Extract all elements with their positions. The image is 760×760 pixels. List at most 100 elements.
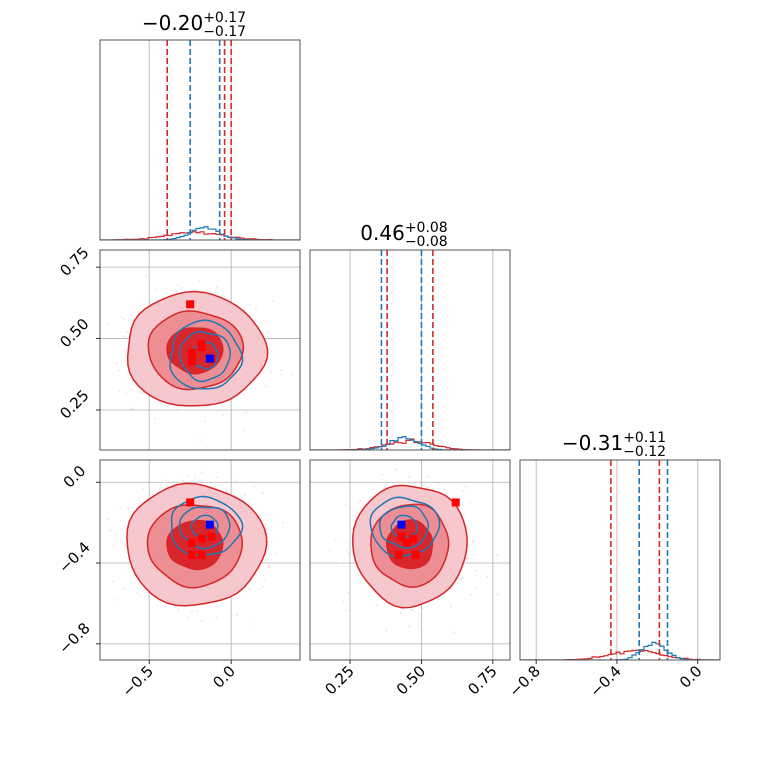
sample-point (180, 286, 183, 289)
sample-point (119, 507, 122, 510)
sample-point (154, 418, 156, 420)
sample-point (465, 485, 467, 488)
sample-point (343, 565, 345, 567)
sample-point (272, 300, 274, 302)
sample-point (347, 553, 350, 555)
sample-point (307, 559, 309, 561)
red-marker (186, 300, 195, 309)
title-value: 0.46 (360, 221, 405, 245)
sample-point (472, 541, 475, 543)
sample-point (346, 549, 349, 552)
blue-marker (205, 354, 214, 363)
blue-contour (178, 330, 231, 383)
sample-point (194, 477, 196, 479)
sample-point (102, 337, 104, 340)
sample-point (261, 491, 264, 494)
y-tick-label: 0.25 (56, 386, 92, 422)
sample-point (236, 614, 238, 616)
sample-point (186, 616, 188, 619)
panel-0-0: −0.20+0.17−0.17 (99, 10, 301, 241)
sample-point (234, 479, 237, 482)
red-marker (187, 538, 196, 547)
red-marker (207, 532, 216, 541)
sample-point (118, 390, 121, 392)
sample-point (450, 605, 452, 608)
sample-point (467, 533, 470, 535)
sample-point (462, 490, 465, 492)
sample-point (375, 604, 378, 606)
sample-point (253, 485, 256, 487)
sample-point (359, 499, 362, 502)
sample-point (410, 608, 413, 611)
red-marker (186, 498, 195, 507)
red-marker (197, 534, 206, 543)
sample-point (176, 284, 179, 286)
y-tick-label: 0.50 (56, 315, 92, 351)
sample-point (496, 593, 499, 596)
sample-point (437, 598, 440, 600)
sample-point (245, 411, 248, 414)
panel-plot-area (310, 250, 510, 450)
sample-point (268, 565, 270, 567)
sample-point (435, 481, 438, 484)
red-marker (187, 357, 196, 366)
red-marker (394, 550, 403, 559)
sample-point (188, 475, 190, 478)
sample-point (416, 623, 419, 625)
sample-point (400, 612, 402, 614)
sample-point (266, 331, 269, 334)
sample-point (422, 607, 424, 610)
blue-marker (397, 520, 406, 529)
sample-point (345, 609, 348, 611)
panel-2-2: −0.31+0.11−0.12 −0.8 −0.4 0.0 (505, 430, 721, 701)
sample-point (177, 608, 180, 611)
blue-contour (169, 319, 244, 390)
panel-title: 0.46+0.08 (360, 220, 447, 245)
sample-point (182, 479, 185, 482)
sample-point (301, 504, 303, 506)
title-minus: −0.17 (203, 24, 246, 40)
sample-point (200, 620, 203, 622)
panel-2-0: −0.5 0.0 −0.8 −0.4 0.0 (55, 447, 309, 701)
sample-point (222, 414, 224, 416)
sample-point (112, 544, 115, 546)
sample-point (290, 373, 293, 375)
blue-contour (369, 496, 441, 558)
sample-point (120, 316, 123, 319)
x-tick-label: 0.0 (209, 662, 239, 692)
blue-marker (205, 520, 214, 529)
sample-point (116, 362, 118, 364)
sample-point (357, 501, 360, 504)
sample-point (225, 490, 227, 493)
sample-point (252, 447, 254, 449)
sample-point (245, 388, 248, 391)
sample-point (204, 420, 207, 422)
panel-plot-area (65, 447, 309, 660)
sample-point (394, 642, 396, 645)
sample-point (465, 557, 468, 560)
sample-point (142, 391, 145, 394)
panel-frame (309, 459, 511, 661)
sample-point (275, 552, 278, 555)
sample-point (470, 593, 472, 596)
sample-point (243, 429, 246, 431)
red-marker (411, 550, 420, 559)
y-tick-label: −0.4 (55, 538, 93, 576)
sample-point (92, 544, 94, 546)
sample-point (115, 533, 117, 535)
sample-point (154, 289, 156, 291)
red-marker (397, 532, 406, 541)
y-tick-label: 0.0 (60, 462, 90, 492)
sample-point (280, 373, 283, 376)
sample-point (418, 613, 420, 616)
sample-point (164, 479, 166, 481)
sample-point (142, 488, 144, 490)
sample-point (136, 592, 139, 594)
sample-point (65, 520, 67, 522)
sample-point (467, 558, 469, 560)
histogram-line (310, 438, 510, 450)
sample-point (381, 473, 383, 476)
sample-point (215, 476, 218, 479)
sample-point (165, 292, 167, 295)
